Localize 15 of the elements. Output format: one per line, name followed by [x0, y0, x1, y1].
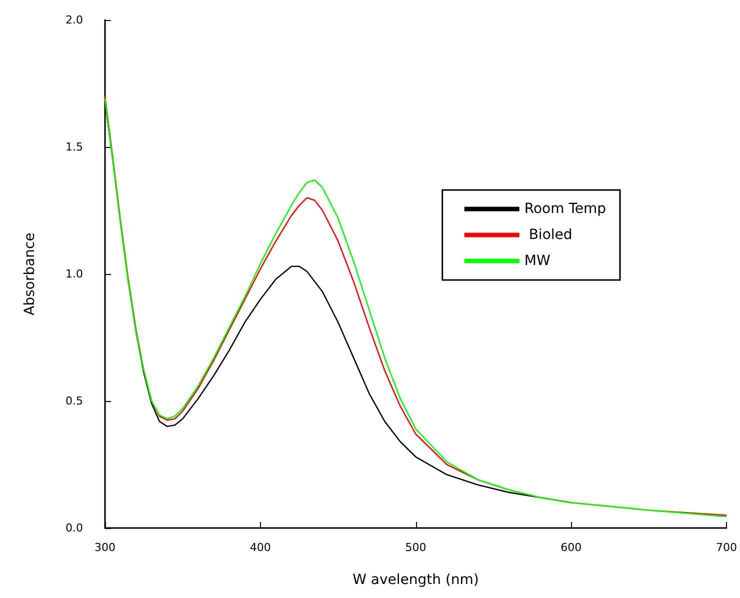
- y-tick-label: 2.0: [66, 14, 83, 26]
- y-tick-label: 0.0: [66, 522, 83, 534]
- y-axis-title: Absorbance: [22, 232, 38, 316]
- legend-label: Bioled: [524, 227, 572, 243]
- y-tick-label: 0.5: [66, 394, 83, 408]
- x-tick-label: 500: [405, 541, 426, 554]
- x-axis-title: W avelength (nm): [352, 572, 479, 588]
- legend-label: MW: [524, 253, 550, 269]
- legend-label: Room Temp: [524, 201, 606, 217]
- x-tick-label: 700: [716, 541, 737, 554]
- y-tick-label: 1.0: [66, 268, 83, 280]
- y-tick-label: 1.5: [66, 140, 83, 154]
- x-tick-label: 400: [250, 541, 271, 554]
- x-tick-label: 600: [560, 541, 582, 554]
- x-tick-label: 300: [94, 541, 116, 554]
